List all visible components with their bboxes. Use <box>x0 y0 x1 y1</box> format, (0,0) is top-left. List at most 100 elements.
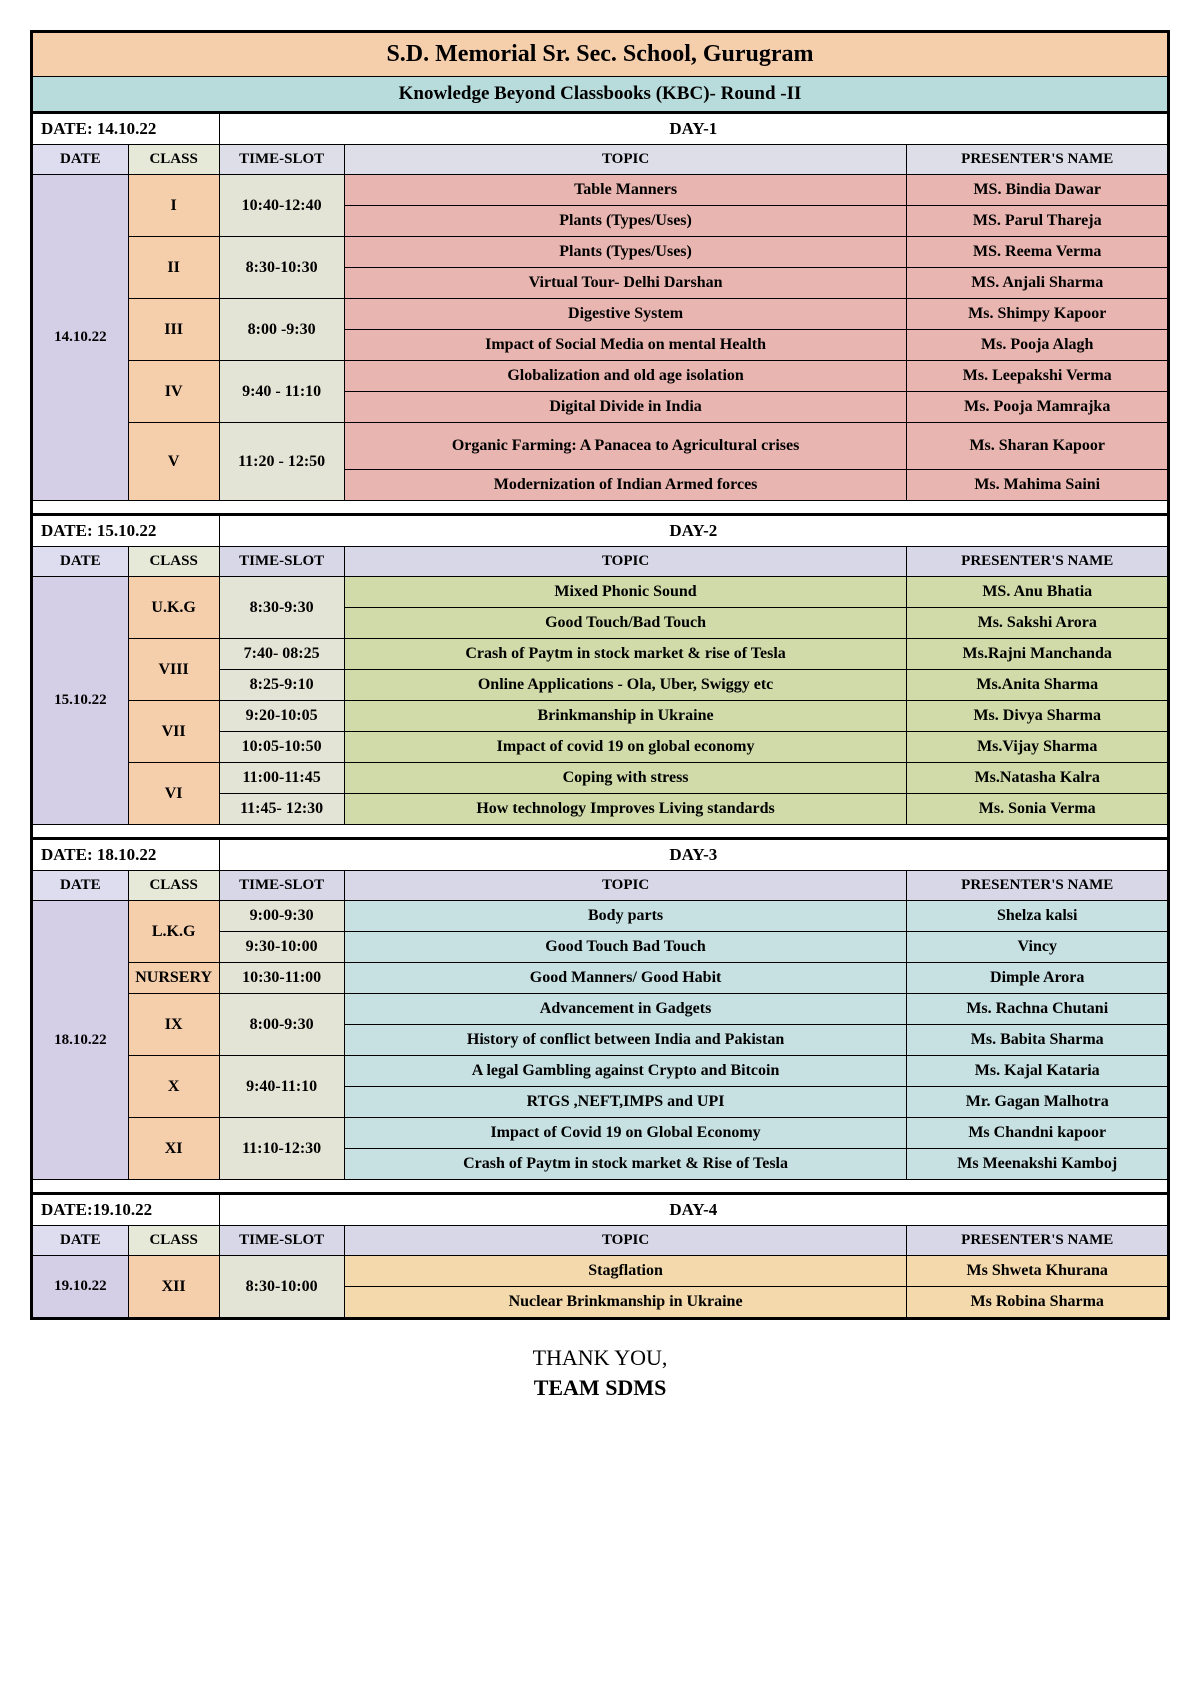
topic-cell: Good Touch Bad Touch <box>344 932 907 963</box>
date-cell: 15.10.22 <box>32 577 129 825</box>
topic-cell: Nuclear Brinkmanship in Ukraine <box>344 1287 907 1319</box>
schedule-table: S.D. Memorial Sr. Sec. School, Gurugram … <box>30 30 1170 1320</box>
presenter-cell: Shelza kalsi <box>907 901 1169 932</box>
class-cell: NURSERY <box>128 963 219 994</box>
presenter-cell: Ms Robina Sharma <box>907 1287 1169 1319</box>
column-header: TIME-SLOT <box>219 547 344 577</box>
topic-cell: Digestive System <box>344 299 907 330</box>
column-header: PRESENTER'S NAME <box>907 145 1169 175</box>
presenter-cell: MS. Parul Thareja <box>907 206 1169 237</box>
column-header: PRESENTER'S NAME <box>907 871 1169 901</box>
topic-cell: Advancement in Gadgets <box>344 994 907 1025</box>
footer-thankyou: THANK YOU, <box>30 1345 1170 1371</box>
class-cell: X <box>128 1056 219 1118</box>
topic-cell: History of conflict between India and Pa… <box>344 1025 907 1056</box>
column-header: TIME-SLOT <box>219 871 344 901</box>
topic-cell: Impact of covid 19 on global economy <box>344 732 907 763</box>
topic-cell: Good Touch/Bad Touch <box>344 608 907 639</box>
class-cell: L.K.G <box>128 901 219 963</box>
time-slot-cell: 10:40-12:40 <box>219 175 344 237</box>
presenter-cell: Ms.Rajni Manchanda <box>907 639 1169 670</box>
time-slot-cell: 11:20 - 12:50 <box>219 423 344 501</box>
class-cell: I <box>128 175 219 237</box>
column-header: PRESENTER'S NAME <box>907 547 1169 577</box>
presenter-cell: Ms.Natasha Kalra <box>907 763 1169 794</box>
presenter-cell: Ms Chandni kapoor <box>907 1118 1169 1149</box>
day-date-label: DATE: 18.10.22 <box>32 839 220 871</box>
presenter-cell: Ms Shweta Khurana <box>907 1256 1169 1287</box>
topic-cell: Mixed Phonic Sound <box>344 577 907 608</box>
topic-cell: Impact of Covid 19 on Global Economy <box>344 1118 907 1149</box>
class-cell: U.K.G <box>128 577 219 639</box>
time-slot-cell: 9:30-10:00 <box>219 932 344 963</box>
presenter-cell: Ms. Mahima Saini <box>907 470 1169 501</box>
day-date-label: DATE:19.10.22 <box>32 1194 220 1226</box>
presenter-cell: Ms.Anita Sharma <box>907 670 1169 701</box>
presenter-cell: MS. Bindia Dawar <box>907 175 1169 206</box>
presenter-cell: Dimple Arora <box>907 963 1169 994</box>
time-slot-cell: 9:40-11:10 <box>219 1056 344 1118</box>
column-header: TOPIC <box>344 871 907 901</box>
class-cell: VII <box>128 701 219 763</box>
time-slot-cell: 8:25-9:10 <box>219 670 344 701</box>
presenter-cell: Ms. Babita Sharma <box>907 1025 1169 1056</box>
presenter-cell: MS. Anu Bhatia <box>907 577 1169 608</box>
presenter-cell: Ms. Sonia Verma <box>907 794 1169 825</box>
topic-cell: Plants (Types/Uses) <box>344 237 907 268</box>
column-header: TOPIC <box>344 547 907 577</box>
column-header: PRESENTER'S NAME <box>907 1226 1169 1256</box>
class-cell: VIII <box>128 639 219 701</box>
topic-cell: Digital Divide in India <box>344 392 907 423</box>
time-slot-cell: 8:00-9:30 <box>219 994 344 1056</box>
topic-cell: Globalization and old age isolation <box>344 361 907 392</box>
time-slot-cell: 8:00 -9:30 <box>219 299 344 361</box>
presenter-cell: MS. Reema Verma <box>907 237 1169 268</box>
day-date-label: DATE: 15.10.22 <box>32 515 220 547</box>
date-cell: 19.10.22 <box>32 1256 129 1319</box>
topic-cell: Virtual Tour- Delhi Darshan <box>344 268 907 299</box>
topic-cell: Plants (Types/Uses) <box>344 206 907 237</box>
presenter-cell: Ms. Shimpy Kapoor <box>907 299 1169 330</box>
topic-cell: Crash of Paytm in stock market & rise of… <box>344 639 907 670</box>
topic-cell: Table Manners <box>344 175 907 206</box>
presenter-cell: Ms. Leepakshi Verma <box>907 361 1169 392</box>
presenter-cell: Ms. Sharan Kapoor <box>907 423 1169 470</box>
topic-cell: Stagflation <box>344 1256 907 1287</box>
date-cell: 14.10.22 <box>32 175 129 501</box>
time-slot-cell: 8:30-10:00 <box>219 1256 344 1319</box>
class-cell: VI <box>128 763 219 825</box>
presenter-cell: Ms. Pooja Alagh <box>907 330 1169 361</box>
class-cell: III <box>128 299 219 361</box>
class-cell: V <box>128 423 219 501</box>
column-header: TIME-SLOT <box>219 1226 344 1256</box>
time-slot-cell: 7:40- 08:25 <box>219 639 344 670</box>
column-header: TOPIC <box>344 1226 907 1256</box>
class-cell: II <box>128 237 219 299</box>
column-header: DATE <box>32 1226 129 1256</box>
time-slot-cell: 8:30-9:30 <box>219 577 344 639</box>
column-header: TOPIC <box>344 145 907 175</box>
day-number-label: DAY-2 <box>219 515 1168 547</box>
presenter-cell: Ms. Rachna Chutani <box>907 994 1169 1025</box>
topic-cell: Brinkmanship in Ukraine <box>344 701 907 732</box>
event-subtitle: Knowledge Beyond Classbooks (KBC)- Round… <box>32 77 1169 113</box>
topic-cell: RTGS ,NEFT,IMPS and UPI <box>344 1087 907 1118</box>
presenter-cell: Ms.Vijay Sharma <box>907 732 1169 763</box>
presenter-cell: Vincy <box>907 932 1169 963</box>
column-header: DATE <box>32 145 129 175</box>
presenter-cell: Ms. Kajal Kataria <box>907 1056 1169 1087</box>
presenter-cell: Mr. Gagan Malhotra <box>907 1087 1169 1118</box>
time-slot-cell: 10:05-10:50 <box>219 732 344 763</box>
class-cell: IX <box>128 994 219 1056</box>
time-slot-cell: 9:20-10:05 <box>219 701 344 732</box>
time-slot-cell: 11:00-11:45 <box>219 763 344 794</box>
time-slot-cell: 9:00-9:30 <box>219 901 344 932</box>
column-header: CLASS <box>128 1226 219 1256</box>
topic-cell: A legal Gambling against Crypto and Bitc… <box>344 1056 907 1087</box>
time-slot-cell: 10:30-11:00 <box>219 963 344 994</box>
topic-cell: How technology Improves Living standards <box>344 794 907 825</box>
column-header: DATE <box>32 871 129 901</box>
column-header: CLASS <box>128 871 219 901</box>
presenter-cell: Ms. Divya Sharma <box>907 701 1169 732</box>
day-number-label: DAY-1 <box>219 113 1168 145</box>
